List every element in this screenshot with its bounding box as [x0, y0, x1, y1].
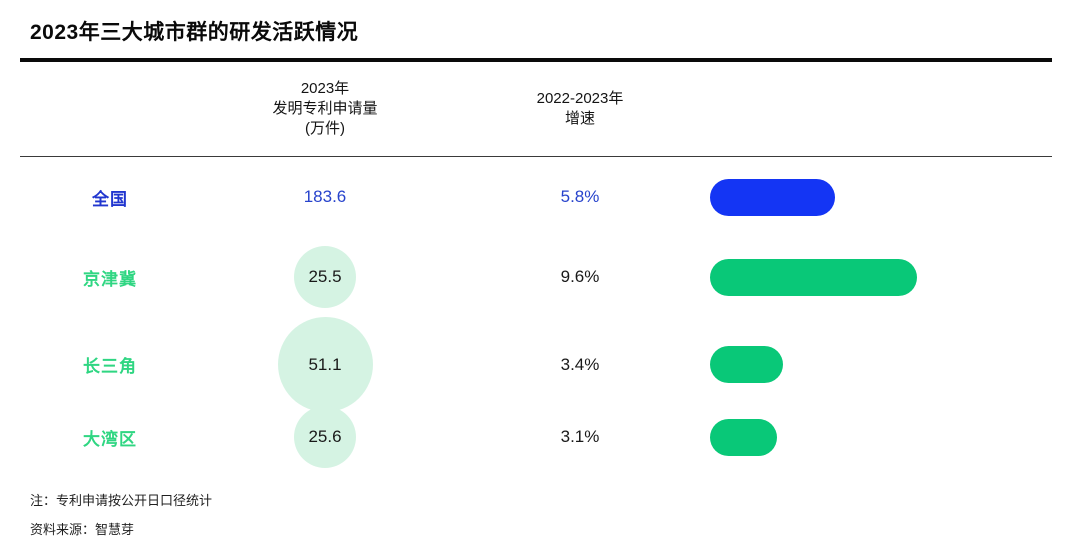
page-title: 2023年三大城市群的研发活跃情况: [30, 21, 359, 44]
source-text: 资料来源：智慧芽: [30, 522, 135, 537]
bar-cell: [710, 397, 1060, 477]
growth-bar: [710, 258, 917, 296]
patent-value: 51.1: [308, 354, 342, 374]
region-label: 长三角: [83, 357, 137, 376]
growth-bar: [710, 418, 777, 456]
table-row: 京津冀 25.5 9.6%: [20, 237, 1060, 317]
growth-value: 3.1%: [560, 427, 600, 446]
divider-thin: [20, 156, 1052, 157]
patent-value-cell: 25.6: [200, 397, 450, 477]
column-header-row: 2023年 发明专利申请量 (万件) 2022-2023年 增速: [20, 62, 1060, 156]
column-header-patent: 2023年 发明专利申请量 (万件): [272, 80, 378, 137]
bar-cell: [710, 317, 1060, 412]
table-row: 长三角 51.1 3.4%: [20, 317, 1060, 412]
patent-value-cell: 51.1: [200, 317, 450, 412]
bar-cell: [710, 237, 1060, 317]
note-text: 注：专利申请按公开日口径统计: [30, 493, 213, 508]
patent-value-cell: 25.5: [200, 237, 450, 317]
patent-value-bubble: 25.6: [294, 406, 356, 468]
column-header-growth: 2022-2023年 增速: [536, 90, 624, 127]
region-label: 京津冀: [83, 269, 137, 289]
patent-value-cell: 183.6: [200, 157, 450, 237]
region-label: 全国: [92, 189, 128, 209]
growth-bar: [710, 178, 835, 216]
growth-bar: [710, 346, 783, 383]
table-row: 大湾区 25.6 3.1%: [20, 397, 1060, 477]
patent-value: 183.6: [303, 187, 347, 206]
table-row: 全国 183.6 5.8%: [20, 157, 1060, 237]
patent-value-bubble: 51.1: [277, 317, 373, 412]
footnotes: 注：专利申请按公开日口径统计 资料来源：智慧芽: [20, 493, 1060, 538]
patent-value: 25.5: [308, 267, 342, 286]
region-label: 大湾区: [83, 429, 137, 449]
bar-cell: [710, 157, 1060, 237]
patent-value: 25.6: [308, 427, 342, 446]
divider-thick: [20, 58, 1052, 62]
growth-value: 5.8%: [560, 187, 600, 206]
patent-value-bubble: 25.5: [294, 246, 356, 308]
growth-value: 3.4%: [560, 354, 600, 374]
growth-value: 9.6%: [560, 267, 600, 286]
